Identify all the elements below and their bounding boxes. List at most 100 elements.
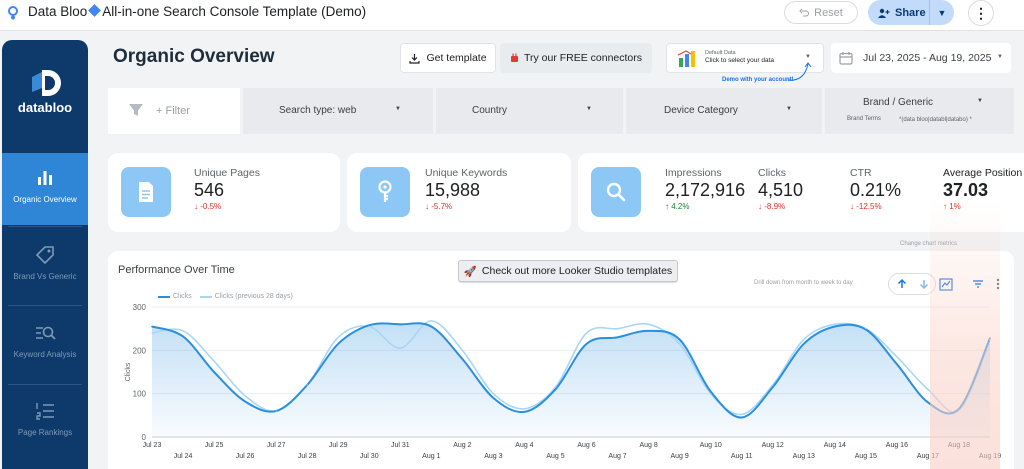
device-category-dropdown[interactable]: Device Category ▼	[626, 88, 822, 134]
data-point-clicks	[182, 335, 184, 338]
keyword-search-icon	[36, 326, 56, 340]
dropdown-caret-icon: ▼	[997, 54, 1003, 60]
dropdown-caret-icon: ▼	[977, 98, 983, 104]
share-main[interactable]: Share	[868, 0, 930, 25]
x-tick-label: Aug 13	[793, 453, 815, 460]
data-point-clicks-previous	[896, 356, 898, 358]
x-tick-label: Aug 10	[700, 442, 722, 449]
performance-panel: Performance Over Time 🚀 Check out more L…	[108, 241, 1014, 469]
drill-up-icon[interactable]	[894, 276, 910, 292]
sidebar-item-page-rankings[interactable]: Page Rankings	[2, 386, 88, 458]
add-filter-control[interactable]: + Filter	[108, 88, 240, 134]
get-template-label: Get template	[426, 52, 487, 64]
data-point-clicks	[647, 330, 650, 332]
unique-pages-value: 546	[194, 180, 225, 200]
impressions-label: Impressions	[665, 167, 722, 179]
report-title[interactable]: Data Bloo All-in-one Search Console Templ…	[28, 4, 366, 19]
ctr-delta: ↓ -12.5%	[850, 202, 882, 211]
arrow-down-icon: ↓	[758, 202, 765, 211]
sidebar-item-keyword-analysis[interactable]: Keyword Analysis	[2, 308, 88, 380]
brand-generic-dropdown[interactable]: Brand / Generic ▼ Brand Terms *(data blo…	[825, 88, 1014, 134]
data-point-clicks-previous	[616, 328, 619, 330]
clicks-delta-value: -8.9%	[764, 202, 786, 211]
arrow-down-icon: ↓	[425, 202, 432, 211]
arrow-down-icon: ↓	[194, 202, 201, 211]
download-icon	[409, 53, 421, 64]
add-filter-label: + Filter	[156, 105, 190, 117]
get-template-button[interactable]: Get template	[400, 43, 496, 73]
x-tick-label: Aug 5	[546, 453, 564, 460]
sidebar-item-brand-vs-generic[interactable]: Brand Vs Generic	[2, 230, 88, 302]
more-options-icon[interactable]: ⋮	[968, 0, 994, 26]
diamond-icon	[88, 4, 102, 17]
arrow-up-icon: ↑	[665, 202, 672, 211]
y-tick-label: 0	[142, 433, 147, 442]
legend-swatch-current	[158, 295, 170, 298]
performance-line-chart[interactable]: 0 100 200 300 Clicks Jul 23 Jul 25 Jul 27 Jul 29…	[108, 251, 1014, 469]
brand-name: databloo	[17, 100, 73, 115]
legend-item[interactable]: Clicks	[158, 293, 192, 300]
unique-keywords-label: Unique Keywords	[425, 167, 508, 179]
data-point-clicks-previous	[741, 413, 743, 416]
looker-templates-label: Check out more Looker Studio templates	[481, 265, 673, 277]
data-point-clicks	[896, 363, 898, 365]
x-tick-label: Jul 28	[298, 453, 317, 460]
sidebar-item-label: Page Rankings	[17, 428, 73, 437]
add-person-icon	[878, 8, 890, 18]
data-point-clicks	[834, 325, 836, 328]
try-connectors-button[interactable]: Try our FREE connectors	[500, 43, 652, 73]
legend-label: Clicks (previous 28 days)	[214, 293, 293, 300]
data-source-selector[interactable]: Default Data Click to select your data ▼	[666, 43, 824, 73]
hover-highlight	[930, 200, 1000, 469]
x-tick-label: Jul 24	[174, 453, 193, 460]
kpi-icon-bg	[360, 167, 410, 217]
data-point-clicks-previous	[337, 336, 339, 338]
ctr-label: CTR	[850, 167, 872, 179]
nav-divider	[8, 384, 82, 385]
x-tick-label: Aug 9	[670, 453, 688, 460]
ctr-value: 0.21%	[850, 180, 902, 200]
unique-keywords-delta: ↓ -5.7%	[425, 202, 452, 211]
drill-down-icon[interactable]	[916, 276, 932, 292]
x-tick-label: Aug 3	[484, 453, 502, 460]
data-point-clicks-previous	[772, 384, 774, 386]
data-point-clicks-previous	[244, 395, 246, 397]
share-dropdown-icon[interactable]: ▼	[937, 7, 947, 18]
reset-button[interactable]: Reset	[784, 1, 858, 24]
data-point-clicks-previous	[182, 330, 184, 332]
change-metric-note: Change chart metrics	[900, 241, 958, 247]
data-point-clicks	[523, 411, 526, 413]
data-point-clicks-previous	[368, 325, 370, 328]
x-tick-label: Jul 30	[360, 453, 379, 460]
legend-item[interactable]: Clicks (previous 28 days)	[199, 293, 293, 300]
looker-studio-logo[interactable]	[6, 6, 20, 20]
unique-pages-card: Unique Pages 546 ↓ -0.5%	[108, 153, 340, 232]
y-tick-label: 300	[133, 303, 147, 312]
nav-divider	[8, 305, 82, 306]
data-point-clicks	[430, 325, 433, 328]
country-dropdown[interactable]: Country ▼	[436, 88, 623, 134]
sidebar-item-organic-overview[interactable]: Organic Overview	[2, 153, 88, 225]
data-point-clicks-previous	[710, 393, 712, 395]
avg-position-value: 37.03	[943, 180, 989, 200]
date-range-picker[interactable]: Jul 23, 2025 - Aug 19, 2025 ▼	[831, 43, 1011, 73]
unique-pages-delta: ↓ -0.5%	[194, 202, 221, 211]
share-button[interactable]: Share ▼	[868, 0, 954, 25]
x-tick-label: Jul 23	[143, 442, 162, 449]
x-tick-label: Jul 27	[267, 442, 286, 449]
looker-templates-button[interactable]: 🚀 Check out more Looker Studio templates	[458, 260, 678, 282]
page-title: Organic Overview	[113, 46, 275, 67]
x-tick-label: Aug 6	[577, 442, 595, 449]
demo-note: Demo with your account!	[722, 77, 794, 83]
impressions-delta-value: 4.2%	[671, 202, 690, 211]
y-axis-label: Clicks	[125, 362, 132, 381]
ranking-list-icon	[36, 403, 54, 420]
x-tick-label: Aug 7	[608, 453, 626, 460]
data-point-clicks	[337, 343, 340, 345]
y-tick-label: 200	[133, 346, 147, 355]
x-tick-label: Jul 26	[236, 453, 255, 460]
kpi-icon-bg	[121, 167, 171, 217]
data-point-clicks	[368, 324, 371, 326]
search-type-dropdown[interactable]: Search type: web ▼	[243, 88, 433, 134]
data-point-clicks-previous	[151, 332, 153, 334]
